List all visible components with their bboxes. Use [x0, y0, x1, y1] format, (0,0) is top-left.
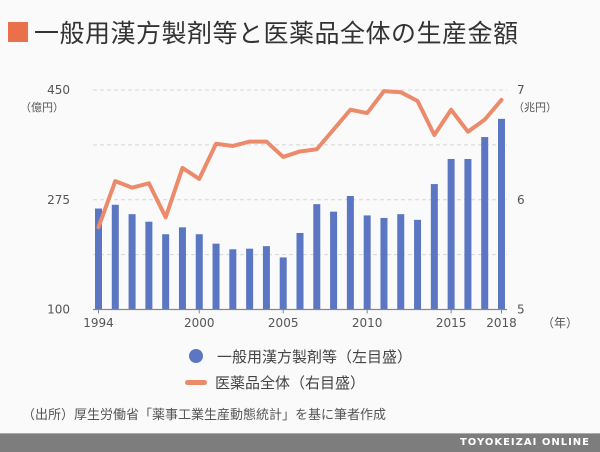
bar-1995: [112, 205, 119, 310]
bar-2016: [464, 159, 471, 310]
legend-item-bars: 一般用漢方製剤等（左目盛）: [185, 343, 412, 369]
x-tick-label-1994: 1994: [83, 316, 114, 330]
bar-2009: [347, 196, 354, 310]
bar-2010: [364, 215, 371, 309]
bar-2003: [246, 249, 253, 310]
bar-1996: [129, 214, 136, 309]
bar-2014: [431, 184, 438, 309]
legend-item-line: 医薬品全体（右目盛）: [185, 369, 412, 395]
right-axis-label: （兆円）: [513, 101, 557, 114]
right-tick-label-7: 7: [517, 83, 525, 97]
bar-1999: [179, 227, 186, 309]
legend-bar-label: 一般用漢方製剤等（左目盛）: [217, 346, 412, 367]
bar-2015: [448, 159, 455, 310]
source-note: （出所）厚生労働省「薬事工業生産動態統計」を基に筆者作成: [22, 404, 386, 423]
bar-1998: [162, 234, 169, 309]
footer-brand: TOYOKEIZAI ONLINE: [460, 437, 590, 448]
x-tick-label-2015: 2015: [436, 316, 467, 330]
bar-2004: [263, 246, 270, 309]
bar-2006: [297, 233, 304, 310]
left-tick-label-100: 100: [47, 303, 70, 317]
x-tick-label-2010: 2010: [352, 316, 383, 330]
legend: 一般用漢方製剤等（左目盛） 医薬品全体（右目盛）: [185, 343, 412, 395]
footer-bar: TOYOKEIZAI ONLINE: [0, 433, 600, 452]
x-axis-label: （年）: [542, 316, 578, 330]
bar-2001: [213, 244, 220, 310]
bar-2008: [330, 212, 337, 310]
x-tick-label-2018: 2018: [486, 316, 517, 330]
legend-line-label: 医薬品全体（右目盛）: [215, 372, 365, 393]
bar-2018: [498, 119, 505, 310]
line-series: [99, 91, 502, 227]
legend-line-marker: [185, 380, 207, 385]
left-tick-label-275: 275: [47, 193, 70, 207]
bar-2007: [313, 204, 320, 309]
bar-2017: [481, 137, 488, 309]
x-tick-label-2005: 2005: [268, 316, 299, 330]
bar-1997: [145, 222, 152, 310]
bar-2013: [414, 220, 421, 310]
right-tick-label-6: 6: [517, 193, 525, 207]
bar-2011: [380, 218, 387, 310]
bar-2002: [229, 249, 236, 309]
legend-bar-marker: [189, 349, 203, 363]
bar-2000: [196, 234, 203, 309]
bar-2005: [280, 257, 287, 309]
left-tick-label-450: 450: [47, 83, 70, 97]
x-tick-label-2000: 2000: [184, 316, 215, 330]
left-axis-label: （億円）: [20, 101, 64, 114]
right-tick-label-5: 5: [517, 303, 525, 317]
bar-2012: [397, 214, 404, 309]
